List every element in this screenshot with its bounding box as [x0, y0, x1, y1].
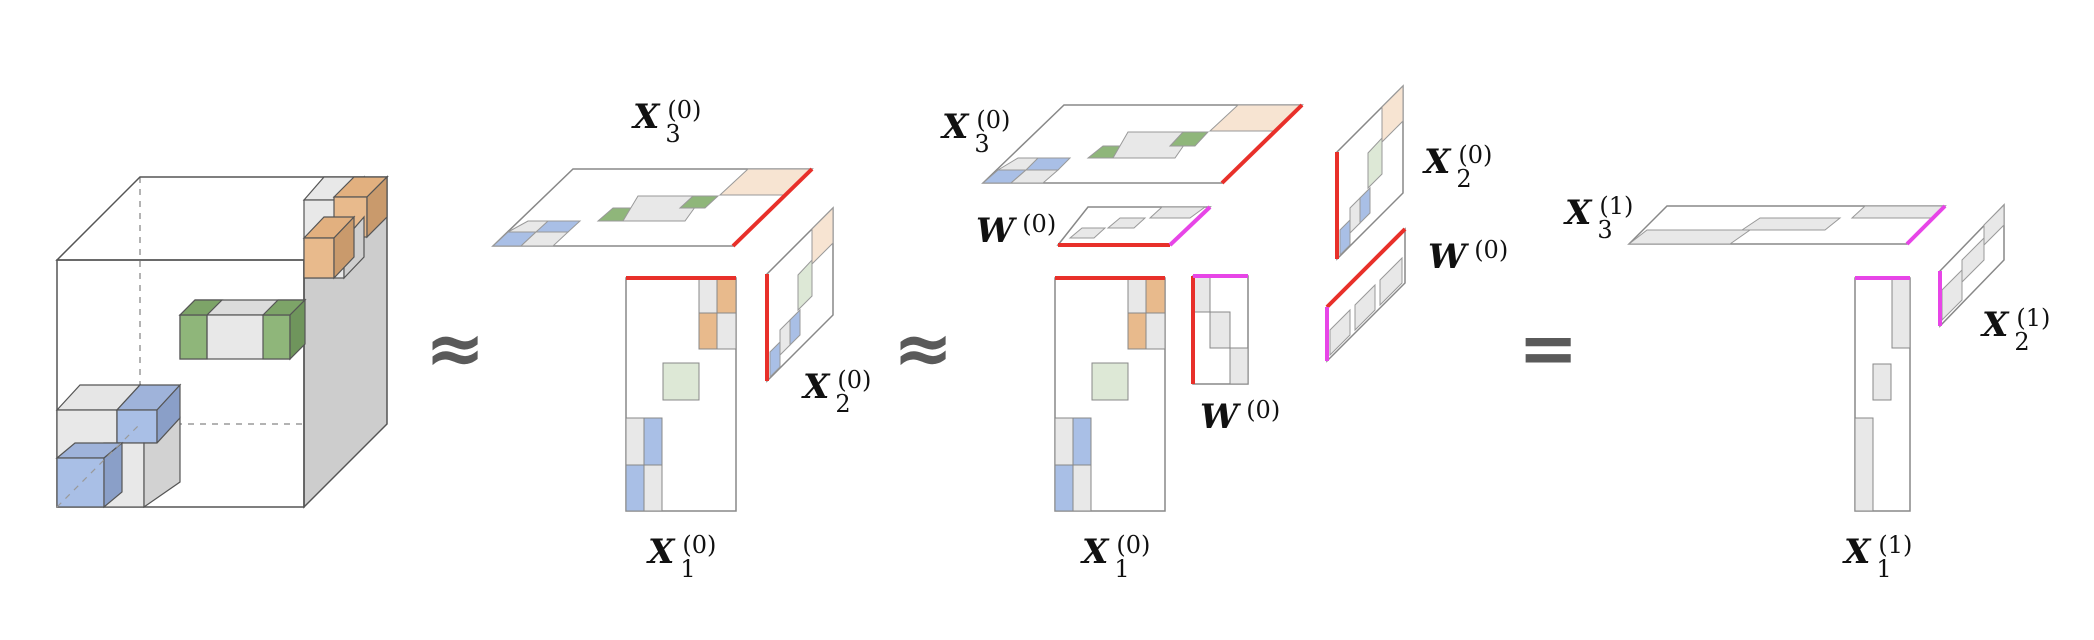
x3-red-edge-b [1220, 103, 1304, 185]
w-mid-slab [1191, 274, 1249, 385]
label-x2-c: X (1) 2 [1982, 304, 2051, 356]
x3-red-edge-a [731, 167, 814, 248]
equals-operator: = [1518, 306, 1579, 390]
x3-slab-c [1627, 204, 1947, 246]
sparse-tensor-cube [55, 175, 389, 509]
label-w-top: W (0) [976, 210, 1057, 251]
w-top-magenta-edge [1168, 205, 1212, 247]
label-w-right: W (0) [1428, 236, 1509, 277]
label-x1-b: X (0) 1 [1082, 531, 1151, 583]
w-right-red-edge [1325, 227, 1407, 309]
label-x1-c: X (1) 1 [1844, 531, 1913, 583]
w-right-slab [1325, 227, 1407, 363]
decomposition-1 [491, 167, 834, 512]
x1-slab-c [1854, 276, 1911, 512]
x1-slab-b [1054, 276, 1166, 512]
label-x2-a: X (0) 2 [803, 366, 872, 418]
label-x3-b: X (0) 3 [942, 106, 1011, 158]
green-block-cluster [178, 298, 307, 361]
x1-slab-a [625, 276, 737, 512]
x2-slab-c [1938, 203, 2005, 328]
x3-slab-b [981, 103, 1304, 185]
label-x1-a: X (0) 1 [648, 531, 717, 583]
label-x2-b: X (0) 2 [1424, 141, 1493, 193]
label-w-mid: W (0) [1200, 396, 1281, 437]
x2-slab-a [765, 206, 834, 383]
label-x3-a: X (0) 3 [633, 96, 702, 148]
approx-operator-1: ≈ [425, 306, 486, 390]
x3-magenta-edge-c [1905, 204, 1947, 246]
approx-operator-2: ≈ [893, 306, 954, 390]
result-decomposition [1627, 203, 2005, 512]
x2-slab-b [1335, 84, 1404, 261]
decomposition-2 [981, 84, 1407, 512]
orange-block-cluster [302, 175, 389, 280]
w-top-slab [1056, 205, 1212, 247]
label-x3-c: X (1) 3 [1565, 192, 1634, 244]
blue-block-cluster [55, 383, 182, 509]
x3-slab-a [491, 167, 814, 248]
